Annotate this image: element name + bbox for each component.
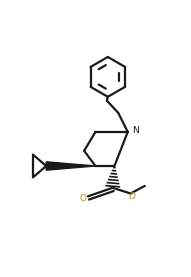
Text: O: O: [128, 192, 135, 201]
Text: O: O: [79, 194, 86, 203]
Polygon shape: [46, 162, 96, 170]
Text: N: N: [133, 126, 139, 135]
